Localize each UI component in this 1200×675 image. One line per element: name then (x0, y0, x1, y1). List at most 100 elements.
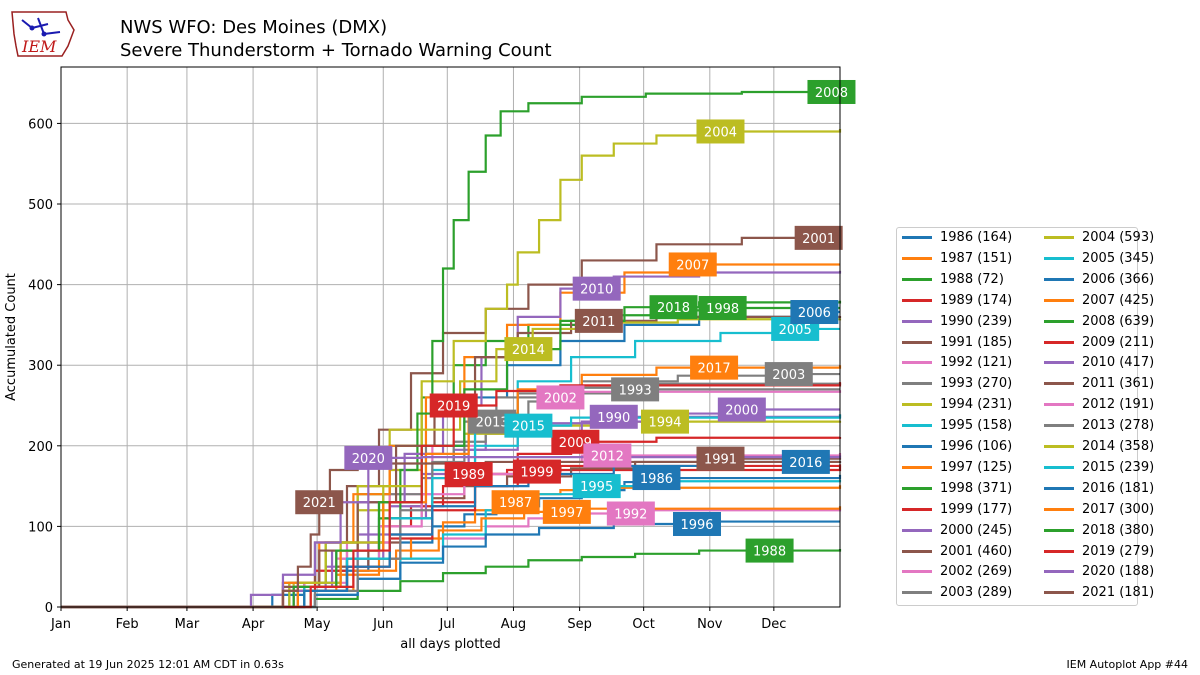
legend-label: 1986 (164) (940, 230, 1013, 245)
series-label-2019: 2019 (437, 400, 470, 415)
series-label-box-1987 (491, 490, 540, 515)
legend-item-1987: 1987 (151) (902, 251, 1012, 266)
footer-generated: Generated at 19 Jun 2025 12:01 AM CDT in… (12, 658, 284, 671)
legend-label: 2020 (188) (1082, 564, 1155, 580)
x-axis-label: all days plotted (400, 637, 500, 652)
series-label-1996: 1996 (680, 518, 713, 533)
legend-swatch (1044, 507, 1074, 511)
legend-swatch (902, 298, 932, 302)
iem-logo: IEM (11, 11, 75, 57)
legend-swatch (1044, 486, 1074, 490)
legend-swatch (902, 507, 932, 511)
series-label-2008: 2008 (815, 86, 848, 101)
legend-swatch (1044, 591, 1074, 595)
series-label-1986: 1986 (640, 472, 673, 487)
series-label-2003: 2003 (772, 368, 805, 383)
legend-item-1996: 1996 (106) (902, 439, 1012, 454)
series-label-box-1993 (611, 377, 660, 402)
y-tick-label: 600 (28, 117, 53, 132)
legend-label: 2009 (211) (1082, 334, 1155, 350)
legend-label: 2005 (345) (1082, 250, 1155, 266)
series-label-1988: 1988 (753, 545, 786, 560)
x-tick-label: Dec (761, 617, 786, 632)
legend-item-2021: 2021 (181) (1044, 585, 1154, 600)
legend-item-2008: 2008 (639) (1044, 314, 1154, 329)
series-label-box-2019 (429, 393, 478, 418)
series-label-2002: 2002 (544, 391, 577, 406)
legend-item-2018: 2018 (380) (1044, 523, 1154, 538)
legend-label: 1993 (270) (940, 376, 1013, 392)
logo-text: IEM (21, 37, 57, 56)
legend-swatch (1044, 570, 1074, 574)
legend-item-1989: 1989 (174) (902, 293, 1012, 308)
chart-legend: 1986 (164) 1987 (151) 1988 (72) 1989 (174) 1… (896, 227, 1154, 606)
y-tick-label: 400 (28, 279, 53, 294)
series-label-2006: 2006 (798, 306, 831, 321)
series-label-2020: 2020 (352, 452, 385, 467)
legend-item-1997: 1997 (125) (902, 460, 1012, 475)
legend-label: 2013 (278) (1082, 418, 1155, 434)
legend-label: 2003 (289) (940, 585, 1013, 601)
series-label-box-1989 (444, 462, 493, 487)
legend-label: 2015 (239) (1082, 459, 1155, 475)
legend-label: 2006 (366) (1082, 271, 1155, 287)
legend-label: 1992 (121) (940, 355, 1013, 371)
legend-item-2013: 2013 (278) (1044, 418, 1154, 433)
legend-item-1994: 1994 (231) (902, 397, 1012, 412)
legend-item-2020: 2020 (188) (1044, 564, 1154, 579)
legend-swatch (902, 236, 932, 239)
series-label-box-1991 (696, 446, 745, 471)
legend-label: 1989 (174) (940, 292, 1013, 308)
series-label-box-1997 (542, 499, 591, 524)
x-tick-label: Sep (567, 617, 592, 632)
chart-subtitle: Severe Thunderstorm + Tornado Warning Co… (120, 40, 552, 61)
legend-item-1988: 1988 (72) (902, 272, 1004, 287)
legend-item-2016: 2016 (181) (1044, 481, 1154, 496)
legend-label: 2007 (425) (1082, 292, 1155, 308)
series-label-2018: 2018 (657, 301, 690, 316)
legend-label: 2002 (269) (940, 564, 1013, 580)
series-label-box-1992 (606, 501, 655, 526)
series-label-1994: 1994 (648, 416, 681, 431)
x-tick-label: Aug (501, 617, 526, 632)
legend-label: 2021 (181) (1082, 585, 1155, 601)
series-label-box-2004 (696, 119, 745, 144)
legend-swatch (1044, 549, 1074, 553)
legend-swatch (902, 549, 932, 553)
legend-swatch (1044, 340, 1074, 344)
series-label-1990: 1990 (597, 411, 630, 426)
legend-label: 1997 (125) (940, 459, 1013, 475)
legend-item-2002: 2002 (269) (902, 564, 1012, 579)
legend-swatch (902, 382, 932, 386)
series-line-2001 (61, 236, 842, 609)
legend-swatch (1044, 424, 1074, 428)
legend-label: 2019 (279) (1082, 543, 1155, 559)
legend-item-1999: 1999 (177) (902, 502, 1012, 517)
series-label-box-2016 (781, 449, 830, 474)
legend-item-1991: 1991 (185) (902, 335, 1012, 350)
legend-item-2004: 2004 (593) (1044, 230, 1154, 245)
series-label-2010: 2010 (580, 283, 613, 298)
legend-label: 2014 (358) (1082, 439, 1155, 454)
series-line-1992 (61, 509, 842, 609)
series-label-1987: 1987 (499, 496, 532, 511)
series-label-1998: 1998 (706, 302, 739, 317)
series-label-box-2011 (574, 308, 623, 333)
x-tick-label: Jun (372, 617, 393, 632)
legend-label: 2016 (181) (1082, 480, 1155, 496)
series-label-box-2017 (690, 355, 739, 380)
legend-swatch (902, 591, 932, 595)
x-tick-label: Feb (116, 617, 139, 632)
series-label-box-1999 (512, 459, 561, 484)
series-label-1993: 1993 (619, 383, 652, 398)
series-label-box-2020 (344, 445, 393, 470)
legend-item-2007: 2007 (425) (1044, 293, 1154, 308)
legend-swatch (1044, 465, 1074, 469)
legend-swatch (902, 319, 932, 323)
y-axis-label: Accumulated Count (4, 273, 19, 401)
footer-app: IEM Autoplot App #44 (1066, 658, 1189, 671)
series-label-2007: 2007 (676, 258, 709, 273)
series-label-1991: 1991 (704, 453, 737, 468)
series-label-2005: 2005 (779, 323, 812, 338)
legend-label: 1995 (158) (940, 418, 1013, 434)
